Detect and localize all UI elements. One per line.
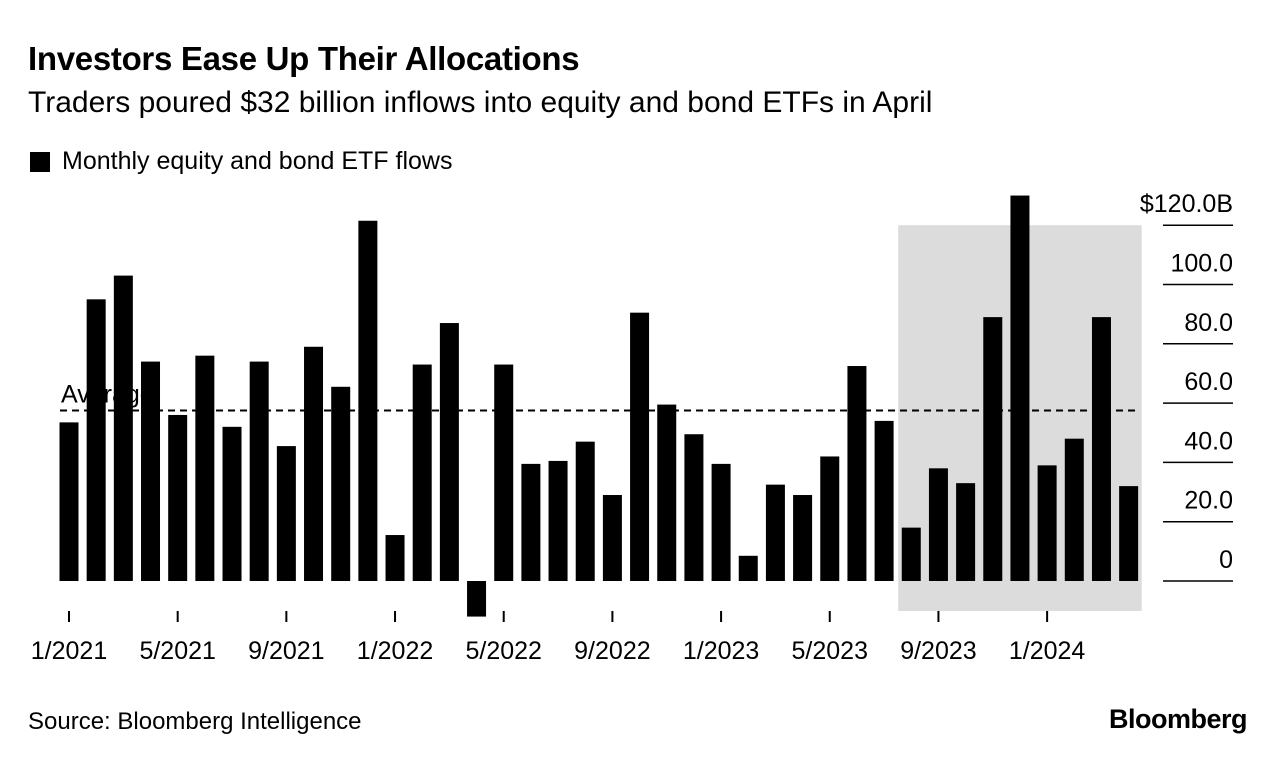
bar (494, 364, 514, 581)
bar (141, 361, 161, 581)
source-note: Source: Bloomberg Intelligence (28, 708, 362, 735)
x-tick-label: 1/2024 (1009, 637, 1086, 665)
x-tick-label: 5/2022 (465, 637, 541, 665)
x-tick-label: 9/2022 (574, 637, 650, 665)
bar (575, 441, 595, 581)
bar (439, 323, 459, 581)
bar (521, 463, 541, 581)
chart-title: Investors Ease Up Their Allocations (28, 40, 580, 77)
x-tick-label: 5/2023 (792, 637, 868, 665)
y-tick-label: 80.0 (1184, 309, 1233, 337)
x-tick-label: 1/2023 (683, 637, 759, 665)
bar (1010, 195, 1030, 582)
bar (195, 355, 215, 581)
bar (874, 420, 894, 581)
bar (1091, 317, 1111, 581)
x-tick-label: 1/2021 (31, 637, 107, 665)
y-tick-label: 100.0 (1170, 250, 1233, 278)
bar (358, 220, 378, 581)
bar (249, 361, 269, 581)
average-label: Average (61, 381, 154, 409)
bar (847, 366, 867, 581)
bar (820, 456, 840, 581)
bar (657, 404, 677, 581)
bar (222, 426, 242, 581)
x-tick-label: 9/2023 (900, 637, 976, 665)
y-tick-label: 0 (1219, 546, 1233, 574)
bar (304, 346, 324, 581)
bar (983, 317, 1003, 581)
bar (113, 275, 133, 581)
bar (928, 468, 948, 581)
legend: Monthly equity and bond ETF flows (30, 147, 452, 176)
x-tick-label: 9/2021 (248, 637, 324, 665)
y-tick-label: $120.0B (1140, 190, 1233, 218)
bar (630, 312, 650, 581)
y-tick-label: 60.0 (1184, 368, 1233, 396)
x-tick-label: 1/2022 (357, 637, 433, 665)
bar (1064, 438, 1084, 581)
bar (467, 581, 487, 617)
bar (331, 386, 351, 581)
bar (738, 555, 758, 581)
bar (168, 414, 188, 581)
bar (684, 434, 704, 581)
chart-subtitle: Traders poured $32 billion inflows into … (28, 86, 933, 119)
bar (1037, 465, 1057, 581)
bloomberg-logo: Bloomberg (1108, 704, 1248, 734)
bar (59, 422, 79, 581)
legend-label: Monthly equity and bond ETF flows (62, 147, 453, 175)
bar (86, 299, 106, 581)
y-tick-label: 20.0 (1184, 487, 1233, 515)
bar (1119, 486, 1139, 581)
bar (711, 463, 731, 581)
bar (901, 527, 921, 581)
x-tick-label: 5/2021 (139, 637, 215, 665)
y-tick-label: 40.0 (1184, 427, 1233, 455)
bar (276, 446, 296, 581)
bar (793, 495, 813, 581)
bar (956, 483, 976, 581)
bar (602, 495, 622, 581)
bar (548, 460, 568, 581)
legend-swatch (30, 151, 50, 172)
bar (765, 484, 785, 581)
bar (385, 535, 405, 581)
bar (412, 364, 432, 581)
